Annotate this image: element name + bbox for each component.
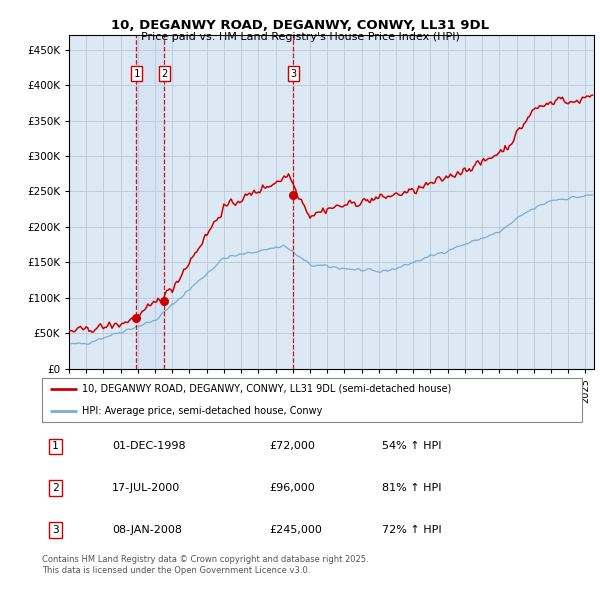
Text: 10, DEGANWY ROAD, DEGANWY, CONWY, LL31 9DL (semi-detached house): 10, DEGANWY ROAD, DEGANWY, CONWY, LL31 9…	[83, 384, 452, 394]
Text: HPI: Average price, semi-detached house, Conwy: HPI: Average price, semi-detached house,…	[83, 406, 323, 416]
Text: 3: 3	[52, 525, 59, 535]
Text: 72% ↑ HPI: 72% ↑ HPI	[382, 525, 442, 535]
Text: 2: 2	[52, 483, 59, 493]
Text: 3: 3	[290, 69, 296, 78]
Text: 2: 2	[161, 69, 167, 78]
Text: 17-JUL-2000: 17-JUL-2000	[112, 483, 181, 493]
Text: 1: 1	[133, 69, 140, 78]
Text: £96,000: £96,000	[269, 483, 314, 493]
Bar	[136, 35, 164, 369]
Text: £72,000: £72,000	[269, 441, 314, 451]
Text: £245,000: £245,000	[269, 525, 322, 535]
Text: 54% ↑ HPI: 54% ↑ HPI	[382, 441, 442, 451]
Text: 01-DEC-1998: 01-DEC-1998	[112, 441, 186, 451]
FancyBboxPatch shape	[42, 378, 582, 422]
Text: 08-JAN-2008: 08-JAN-2008	[112, 525, 182, 535]
Text: Contains HM Land Registry data © Crown copyright and database right 2025.
This d: Contains HM Land Registry data © Crown c…	[42, 555, 368, 575]
Text: Price paid vs. HM Land Registry's House Price Index (HPI): Price paid vs. HM Land Registry's House …	[140, 32, 460, 42]
Text: 10, DEGANWY ROAD, DEGANWY, CONWY, LL31 9DL: 10, DEGANWY ROAD, DEGANWY, CONWY, LL31 9…	[111, 19, 489, 32]
Text: 81% ↑ HPI: 81% ↑ HPI	[382, 483, 442, 493]
Text: 1: 1	[52, 441, 59, 451]
